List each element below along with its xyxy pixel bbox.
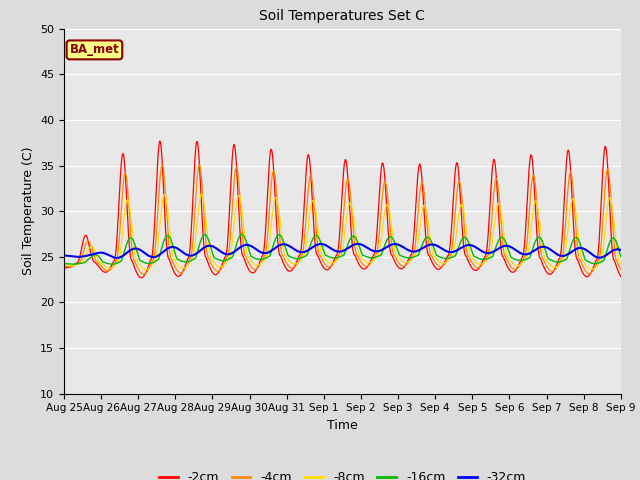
-16cm	[617, 254, 625, 260]
-8cm	[505, 255, 513, 261]
-4cm	[584, 270, 591, 276]
-16cm	[216, 257, 223, 263]
-32cm	[568, 249, 576, 254]
-2cm	[584, 274, 591, 279]
Title: Soil Temperatures Set C: Soil Temperatures Set C	[259, 10, 426, 24]
-8cm	[568, 197, 576, 203]
-4cm	[505, 260, 513, 266]
-32cm	[359, 242, 367, 248]
Line: -2cm: -2cm	[64, 141, 621, 278]
-8cm	[371, 256, 379, 262]
-8cm	[142, 267, 150, 273]
-32cm	[354, 241, 362, 247]
-16cm	[108, 261, 116, 267]
-8cm	[198, 191, 205, 197]
-4cm	[617, 267, 625, 273]
-2cm	[617, 274, 625, 279]
-2cm	[156, 138, 164, 144]
-16cm	[238, 231, 246, 237]
Y-axis label: Soil Temperature (C): Soil Temperature (C)	[22, 147, 35, 276]
-32cm	[617, 247, 625, 253]
Line: -32cm: -32cm	[64, 244, 621, 258]
-32cm	[216, 248, 223, 253]
-32cm	[60, 252, 68, 258]
-16cm	[359, 252, 367, 258]
-4cm	[60, 263, 68, 269]
-16cm	[60, 260, 68, 265]
-4cm	[159, 162, 166, 168]
-32cm	[113, 255, 121, 261]
-16cm	[371, 254, 379, 260]
-8cm	[617, 261, 625, 267]
Line: -8cm: -8cm	[64, 194, 621, 270]
-8cm	[359, 256, 367, 262]
-16cm	[568, 240, 576, 246]
-2cm	[216, 267, 223, 273]
Line: -4cm: -4cm	[64, 165, 621, 274]
-32cm	[505, 243, 513, 249]
-2cm	[568, 194, 576, 200]
-8cm	[60, 262, 68, 267]
-8cm	[216, 264, 223, 270]
-2cm	[371, 248, 379, 254]
-4cm	[216, 267, 223, 273]
-16cm	[505, 248, 513, 253]
-4cm	[359, 262, 367, 267]
-2cm	[359, 266, 367, 272]
-2cm	[60, 264, 68, 270]
-32cm	[584, 248, 591, 254]
Legend: -2cm, -4cm, -8cm, -16cm, -32cm: -2cm, -4cm, -8cm, -16cm, -32cm	[154, 467, 531, 480]
-2cm	[505, 266, 513, 272]
-8cm	[584, 264, 591, 270]
-16cm	[584, 258, 591, 264]
X-axis label: Time: Time	[327, 419, 358, 432]
-4cm	[568, 175, 576, 180]
-4cm	[371, 253, 379, 259]
-4cm	[140, 271, 148, 277]
Text: BA_met: BA_met	[70, 43, 119, 56]
-2cm	[138, 275, 145, 281]
-32cm	[371, 249, 379, 254]
Line: -16cm: -16cm	[64, 234, 621, 264]
